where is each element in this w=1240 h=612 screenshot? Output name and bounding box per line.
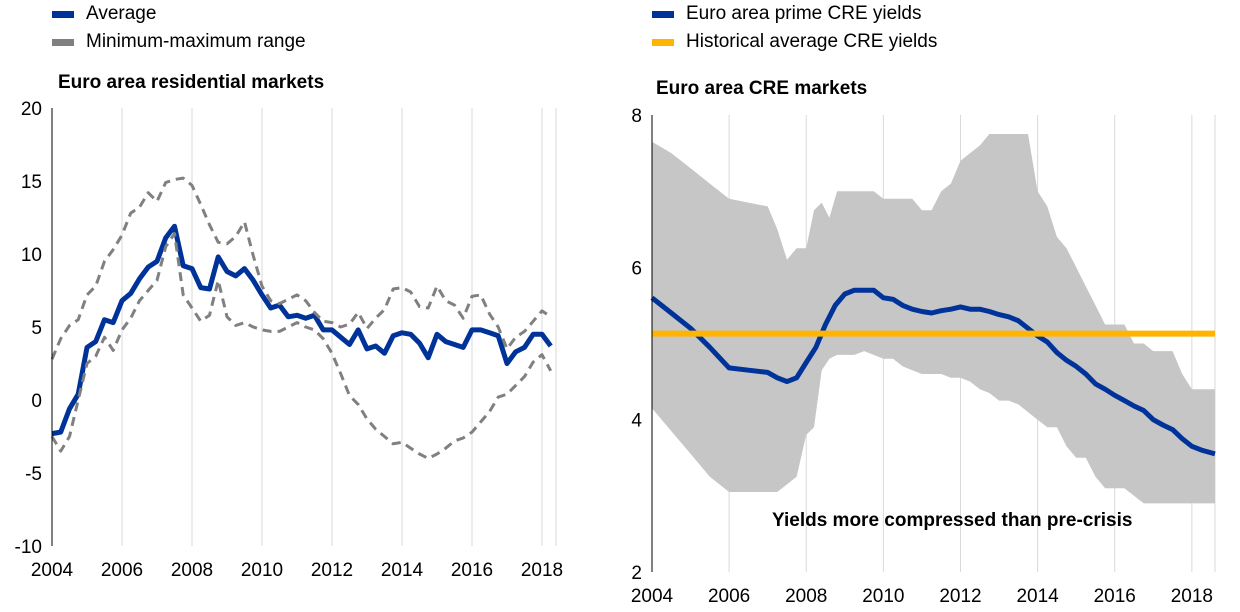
residential-series-minimum [50, 232, 553, 460]
legend-item-range: Minimum-maximum range [52, 28, 306, 56]
cre-chart-plot: 2 4 6 8 2004 2006 2008 2010 2012 2014 2016 2018 Yiel… [631, 106, 1216, 607]
residential-ytick-10: 10 [21, 245, 42, 266]
residential-chart-panel: Average Minimum-maximum range Euro area … [15, 0, 564, 581]
cre-xtick-2010: 2010 [862, 586, 904, 607]
cre-ytick-8: 8 [631, 106, 642, 127]
legend-label-range: Minimum-maximum range [86, 31, 306, 52]
residential-xtick-2006: 2006 [101, 560, 143, 581]
cre-chart-panel: Euro area prime CRE yields Historical av… [620, 0, 1240, 612]
legend-label-prime-yields: Euro area prime CRE yields [686, 3, 922, 24]
residential-ytick--5: -5 [25, 464, 42, 485]
cre-xtick-2012: 2012 [939, 586, 981, 607]
cre-xtick-2016: 2016 [1094, 586, 1136, 607]
residential-ytick-0: 0 [31, 391, 42, 412]
legend-label-average: Average [86, 3, 157, 24]
cre-ytick-4: 4 [631, 411, 642, 432]
cre-range-band [652, 134, 1215, 504]
residential-xtick-2018: 2018 [521, 560, 563, 581]
residential-legend: Average Minimum-maximum range [52, 0, 306, 56]
legend-swatch-prime-yields [652, 10, 674, 18]
cre-xtick-2014: 2014 [1016, 586, 1059, 607]
cre-ytick-2: 2 [631, 563, 642, 584]
residential-xtick-2004: 2004 [31, 560, 74, 581]
residential-chart-plot: -10 -5 0 5 10 15 20 2004 2006 2008 2010 2012 2014 201… [15, 99, 564, 581]
cre-xtick-2004: 2004 [631, 586, 674, 607]
residential-xtick-2014: 2014 [381, 560, 424, 581]
legend-swatch-historical-average [652, 38, 674, 46]
residential-xtick-2008: 2008 [171, 560, 213, 581]
residential-ytick-15: 15 [21, 172, 42, 193]
cre-series-euro-area-prime-cre-yields [650, 287, 1216, 457]
cre-xtick-2006: 2006 [708, 586, 750, 607]
residential-ytick--10: -10 [15, 537, 42, 558]
legend-item-historical-average: Historical average CRE yields [652, 28, 937, 56]
residential-xtick-2016: 2016 [451, 560, 493, 581]
residential-ytick-5: 5 [31, 318, 42, 339]
cre-chart-title: Euro area CRE markets [656, 78, 868, 99]
cre-ytick-6: 6 [631, 258, 642, 279]
legend-item-average: Average [52, 0, 306, 28]
cre-annotation: Yields more compressed than pre-crisis [772, 510, 1132, 531]
residential-series-maximum [50, 176, 552, 360]
cre-xtick-2008: 2008 [785, 586, 827, 607]
legend-item-prime-yields: Euro area prime CRE yields [652, 0, 937, 28]
residential-ytick-20: 20 [21, 99, 42, 120]
residential-chart-title: Euro area residential markets [58, 72, 325, 93]
cre-legend: Euro area prime CRE yields Historical av… [652, 0, 937, 56]
residential-xtick-2010: 2010 [241, 560, 283, 581]
residential-xtick-2012: 2012 [311, 560, 353, 581]
legend-label-historical-average: Historical average CRE yields [686, 31, 938, 52]
legend-swatch-average [52, 10, 74, 18]
legend-swatch-range [52, 38, 74, 46]
residential-series-average [51, 223, 553, 437]
cre-xtick-2018: 2018 [1171, 586, 1213, 607]
